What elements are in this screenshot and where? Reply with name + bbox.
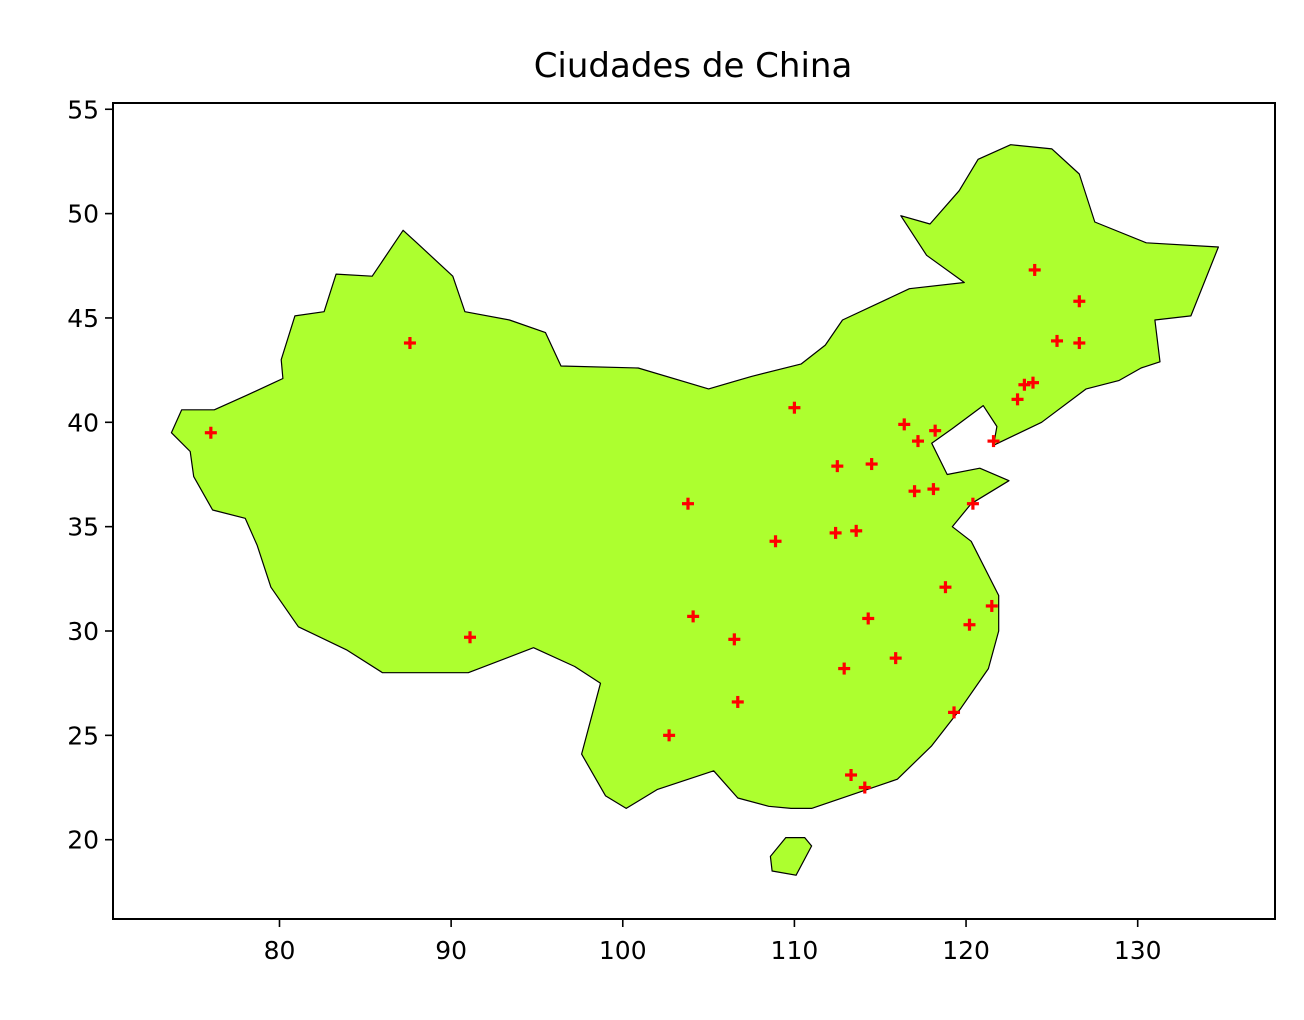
city-point-marker — [728, 633, 741, 646]
y-tick-label: 45 — [67, 304, 99, 333]
plot-area — [112, 102, 1276, 920]
city-point-marker — [1026, 376, 1039, 389]
city-point-marker — [1051, 334, 1064, 347]
city-point-marker — [987, 435, 1000, 448]
city-point-marker — [687, 610, 700, 623]
city-point-marker — [865, 458, 878, 471]
city-point-marker — [1028, 263, 1041, 276]
china-map-region — [170, 144, 1219, 876]
y-tick-label: 55 — [67, 95, 99, 124]
y-tick-label: 40 — [67, 408, 99, 437]
city-point-marker — [838, 662, 851, 675]
city-point-marker — [1018, 378, 1031, 391]
city-point-marker — [464, 631, 477, 644]
city-point-marker — [966, 497, 979, 510]
city-point-marker — [911, 435, 924, 448]
island-shape — [769, 837, 813, 876]
y-tick-label: 50 — [67, 200, 99, 229]
city-point-marker — [889, 652, 902, 665]
city-point-marker — [403, 337, 416, 349]
x-tick-label: 130 — [1114, 936, 1162, 965]
x-tick-label: 120 — [942, 936, 990, 965]
city-point-marker — [858, 781, 871, 794]
city-point-marker — [845, 769, 858, 781]
city-point-marker — [929, 424, 942, 437]
y-tick-label: 20 — [67, 826, 99, 855]
china-mainland-shape — [170, 144, 1219, 809]
x-tick-label: 90 — [435, 936, 467, 965]
city-point-marker — [862, 612, 875, 625]
city-markers — [204, 263, 1086, 794]
city-point-marker — [663, 729, 676, 742]
city-point-marker — [731, 695, 744, 708]
x-axis: 80 90 100 110 120 130 — [264, 919, 1162, 965]
city-point-marker — [829, 526, 842, 539]
chart-title: Ciudades de China — [534, 46, 853, 86]
city-point-marker — [1073, 337, 1086, 349]
city-point-marker — [963, 618, 976, 631]
y-axis: 20 25 30 35 40 45 50 55 — [67, 95, 113, 855]
axes-frame — [112, 102, 1276, 920]
city-point-marker — [939, 581, 952, 594]
city-point-marker — [788, 401, 801, 414]
city-point-marker — [898, 418, 911, 431]
city-point-marker — [908, 485, 921, 498]
city-point-marker — [769, 535, 782, 548]
y-tick-label: 25 — [67, 721, 99, 750]
city-point-marker — [850, 524, 863, 537]
city-point-marker — [985, 599, 998, 612]
city-point-marker — [927, 483, 940, 496]
city-point-marker — [204, 426, 217, 439]
city-point-marker — [1073, 295, 1086, 308]
x-tick-label: 100 — [599, 936, 647, 965]
y-tick-label: 30 — [67, 617, 99, 646]
city-point-marker — [948, 706, 961, 719]
x-tick-label: 110 — [771, 936, 819, 965]
city-point-marker — [831, 460, 844, 473]
city-point-marker — [1011, 393, 1024, 406]
x-tick-label: 80 — [264, 936, 296, 965]
city-point-marker — [681, 497, 694, 510]
y-tick-label: 35 — [67, 513, 99, 542]
